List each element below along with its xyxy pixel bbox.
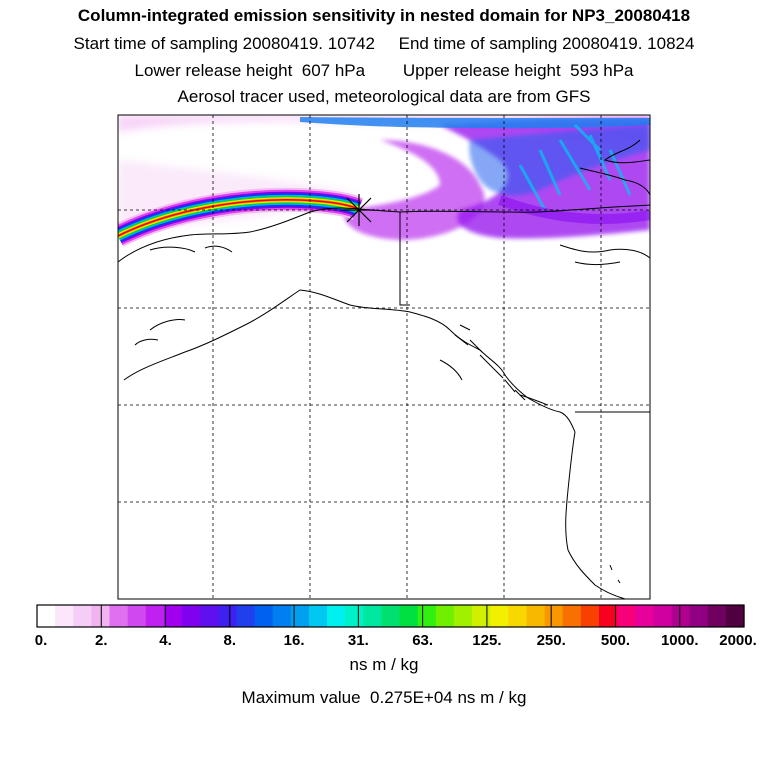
colorbar-tick-label: 2000. bbox=[719, 632, 757, 649]
colorbar-cell bbox=[580, 605, 600, 627]
colorbar-tick-label: 0. bbox=[34, 632, 48, 649]
colorbar-tick-label: 8. bbox=[223, 632, 237, 649]
colorbar-cell bbox=[653, 605, 673, 627]
colorbar-cell bbox=[617, 605, 636, 627]
colorbar-cell bbox=[526, 605, 546, 627]
colorbar-cell bbox=[544, 605, 564, 627]
receptor-marker bbox=[343, 194, 375, 226]
colorbar-tick-label: 250. bbox=[536, 632, 566, 649]
colorbar-cell bbox=[508, 605, 528, 627]
colorbar-cell bbox=[308, 605, 328, 627]
colorbar-cell bbox=[200, 605, 219, 627]
colorbar-cell bbox=[363, 605, 383, 627]
colorbar-tick-label: 125. bbox=[472, 632, 502, 649]
sampling-time-line: Start time of sampling 20080419. 10742 E… bbox=[73, 34, 695, 53]
colorbar-cell bbox=[327, 605, 346, 627]
colorbar-tick-label: 4. bbox=[159, 632, 172, 649]
colorbar-cell bbox=[417, 605, 437, 627]
sensitivity-map bbox=[117, 114, 651, 600]
colorbar-tick-label: 16. bbox=[283, 632, 305, 649]
colorbar-units: ns m / kg bbox=[349, 655, 419, 674]
colorbar-cell bbox=[145, 605, 165, 627]
colorbar-tick-label: 31. bbox=[347, 632, 369, 649]
colorbar-cell bbox=[109, 605, 129, 627]
colorbar-tick-label: 2. bbox=[95, 632, 108, 649]
colorbar-cell bbox=[163, 605, 183, 627]
colorbar-cell bbox=[254, 605, 274, 627]
colorbar-cell bbox=[399, 605, 419, 627]
political-borders bbox=[399, 212, 650, 413]
max-value-line: Maximum value 0.275E+04 ns m / kg bbox=[241, 688, 527, 707]
colorbar-cell bbox=[635, 605, 654, 627]
tracer-info-line: Aerosol tracer used, meteorological data… bbox=[177, 87, 591, 106]
colorbar-cell bbox=[182, 605, 201, 627]
colorbar-cell bbox=[236, 605, 256, 627]
colorbar-cell bbox=[37, 605, 56, 627]
colorbar-cell bbox=[689, 605, 709, 627]
colorbar-cell bbox=[490, 605, 509, 627]
colorbar-cell bbox=[381, 605, 401, 627]
colorbar-cell bbox=[725, 605, 745, 627]
colorbar-cell bbox=[671, 605, 691, 627]
colorbar-tick-label: 500. bbox=[600, 632, 631, 649]
colorbar-cell bbox=[472, 605, 491, 627]
colorbar-tick-label: 1000. bbox=[660, 632, 699, 649]
map-title: Column-integrated emission sensitivity i… bbox=[77, 6, 691, 25]
colorbar-cell bbox=[272, 605, 292, 627]
release-height-line: Lower release height 607 hPa Upper relea… bbox=[134, 61, 634, 80]
colorbar-cell bbox=[345, 605, 364, 627]
graticule bbox=[118, 115, 650, 599]
colorbar-cell bbox=[73, 605, 92, 627]
colorbar-tick-label: 63. bbox=[412, 632, 434, 649]
coastlines bbox=[118, 139, 650, 599]
colorbar-cell bbox=[91, 605, 111, 627]
colorbar-cell bbox=[598, 605, 618, 627]
colorbar-cell bbox=[290, 605, 310, 627]
plume-band bbox=[118, 187, 364, 247]
colorbar-cell bbox=[707, 605, 727, 627]
colorbar bbox=[36, 604, 745, 628]
colorbar-cell bbox=[218, 605, 238, 627]
colorbar-cell bbox=[562, 605, 582, 627]
map-frame bbox=[117, 114, 651, 600]
colorbar-cell bbox=[127, 605, 147, 627]
colorbar-cell bbox=[435, 605, 455, 627]
colorbar-cell bbox=[55, 605, 74, 627]
colorbar-cell bbox=[453, 605, 473, 627]
